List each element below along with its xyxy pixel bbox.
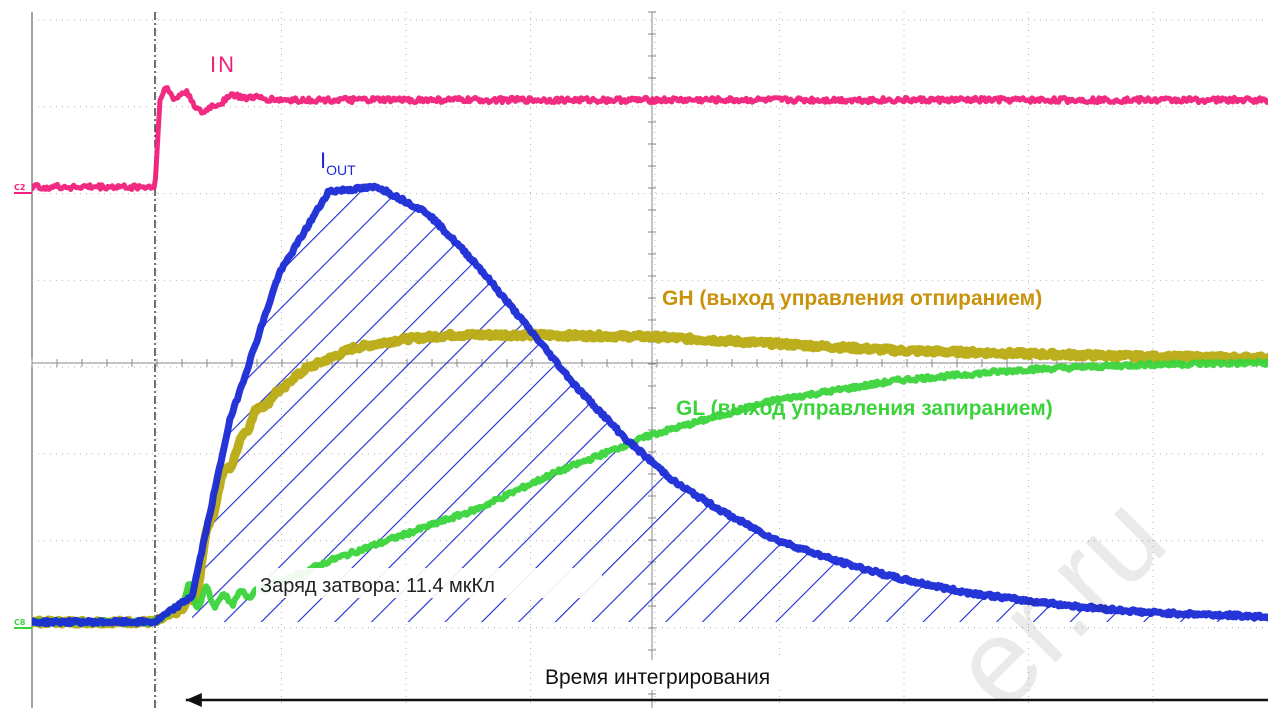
in-series-label: IN	[210, 52, 236, 77]
trace-gl	[32, 357, 1268, 628]
channel-marker-label: C8	[14, 618, 26, 627]
iout-label-sub: OUT	[326, 162, 356, 178]
waveform-traces	[32, 85, 1268, 629]
integration-time-annotation: Время интегрирования	[545, 666, 770, 689]
iout-label-main: I	[320, 148, 326, 173]
integration-time-arrow	[185, 693, 1268, 707]
trace-in	[32, 85, 1268, 192]
channel-markers: C2 C8	[14, 183, 32, 629]
gl-annotation: GL (выход управления запиранием)	[676, 397, 1053, 420]
trace-i-out	[32, 182, 1268, 628]
channel-marker-label: C2	[14, 183, 25, 192]
gate-charge-annotation: Заряд затвора: 11.4 мкКл	[260, 575, 495, 597]
trace-gh	[32, 328, 1268, 629]
charge-label-backdrop	[256, 568, 602, 598]
integration-arrow-head-left	[185, 693, 202, 707]
integration-label-backdrop	[538, 660, 852, 690]
iout-series-label: IOUT	[320, 148, 356, 178]
time-cursors	[154, 12, 156, 708]
gh-annotation: GH (выход управления отпиранием)	[662, 287, 1042, 310]
